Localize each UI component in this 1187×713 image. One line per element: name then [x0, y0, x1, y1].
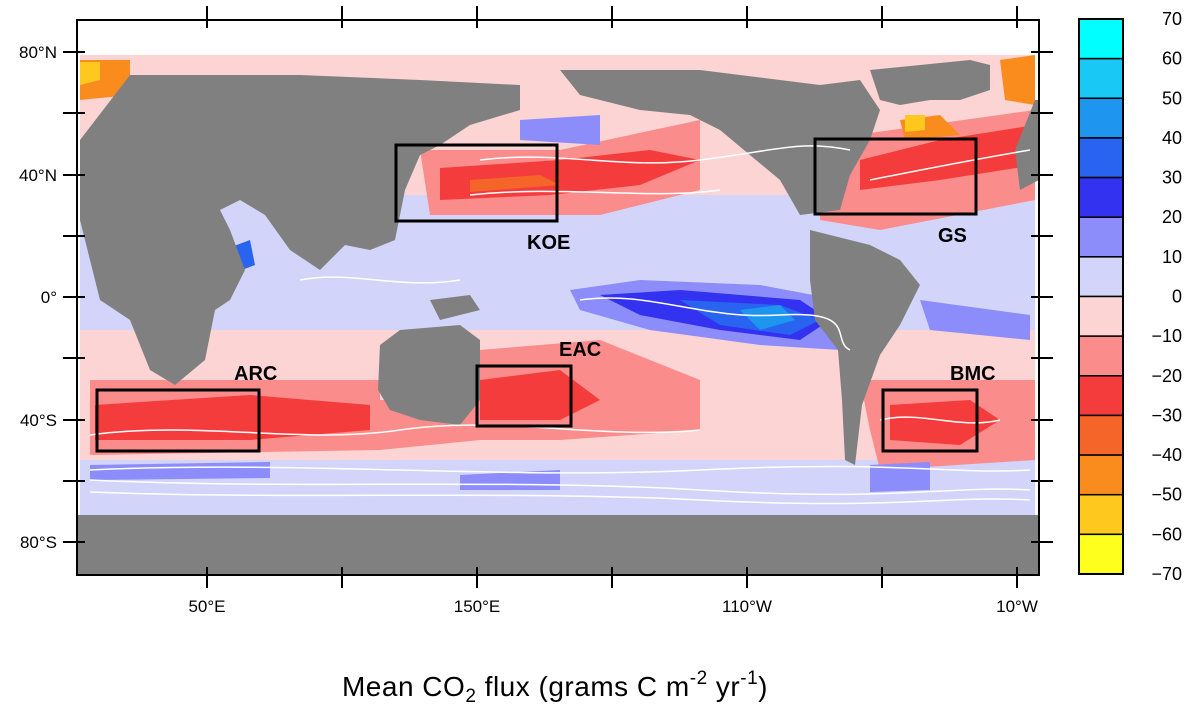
colorbar: 70 60 50 40 30 20 10 0 −10 −20 −30 −40 −50 −60 −70	[1078, 9, 1182, 584]
colorbar-tick-label: 30	[1162, 168, 1182, 188]
colorbar-swatch	[1078, 18, 1124, 60]
latitude-labels: 80°N 40°N 0° 40°S 80°S	[19, 43, 57, 552]
region-label: GS	[938, 225, 967, 247]
flux-contours	[89, 145, 1031, 505]
colorbar-swatch	[1078, 216, 1124, 258]
colorbar-tick-label: −40	[1151, 445, 1182, 465]
colorbar-swatch	[1078, 97, 1124, 139]
colorbar-tick-label: 60	[1162, 49, 1182, 69]
colorbar-caption: Mean CO2 flux (grams C m-2 yr-1)	[341, 668, 768, 707]
lat-label: 80°S	[20, 533, 57, 552]
lat-label: 40°N	[19, 166, 57, 185]
colorbar-tick-label: −70	[1151, 564, 1182, 584]
region-box-gs	[813, 137, 978, 216]
lon-label: 50°E	[188, 597, 225, 616]
colorbar-tick-label: 10	[1162, 247, 1182, 267]
colorbar-tick-label: −20	[1151, 366, 1182, 386]
land-masses	[77, 60, 1039, 575]
colorbar-tick-label: −10	[1151, 326, 1182, 346]
colorbar-swatch	[1078, 295, 1124, 337]
colorbar-swatch	[1078, 137, 1124, 179]
colorbar-tick-label: 0	[1172, 287, 1182, 307]
map-ticks	[63, 6, 1053, 588]
region-label: ARC	[234, 363, 277, 385]
colorbar-swatch	[1078, 414, 1124, 456]
colorbar-frame	[1078, 18, 1124, 575]
lon-label: 150°E	[454, 597, 501, 616]
colorbar-swatch	[1078, 375, 1124, 417]
region-label: KOE	[527, 232, 570, 254]
colorbar-tick-label: 20	[1162, 207, 1182, 227]
colorbar-tick-label: 50	[1162, 88, 1182, 108]
region-box-arc	[95, 388, 261, 453]
lon-label: 110°W	[722, 597, 772, 616]
colorbar-swatch	[1078, 256, 1124, 298]
lon-label: 10°W	[996, 597, 1038, 616]
region-labels: KOE GS EAC ARC BMC	[234, 225, 996, 385]
region-label: EAC	[559, 339, 601, 361]
region-box-koe	[394, 143, 559, 223]
longitude-labels: 50°E 150°E 110°W 10°W	[188, 597, 1037, 616]
region-box-eac	[475, 364, 573, 428]
colorbar-tick-label: 70	[1162, 9, 1182, 29]
colorbar-tick-label: 40	[1162, 128, 1182, 148]
map-content	[77, 20, 1039, 575]
colorbar-swatch	[1078, 454, 1124, 496]
colorbar-swatch	[1078, 176, 1124, 218]
region-box-bmc	[881, 388, 979, 453]
colorbar-tick-label: −50	[1151, 485, 1182, 505]
colorbar-swatch	[1078, 493, 1124, 536]
colorbar-swatch	[1078, 533, 1124, 575]
colorbar-tick-label: −60	[1151, 524, 1182, 544]
lat-label: 80°N	[19, 43, 57, 62]
colorbar-tick-label: −30	[1151, 405, 1182, 425]
region-boxes	[95, 137, 979, 453]
colorbar-swatch	[1078, 57, 1124, 100]
region-label: BMC	[950, 363, 996, 385]
colorbar-swatch	[1078, 335, 1124, 377]
lat-label: 0°	[41, 288, 57, 307]
lat-label: 40°S	[20, 411, 57, 430]
